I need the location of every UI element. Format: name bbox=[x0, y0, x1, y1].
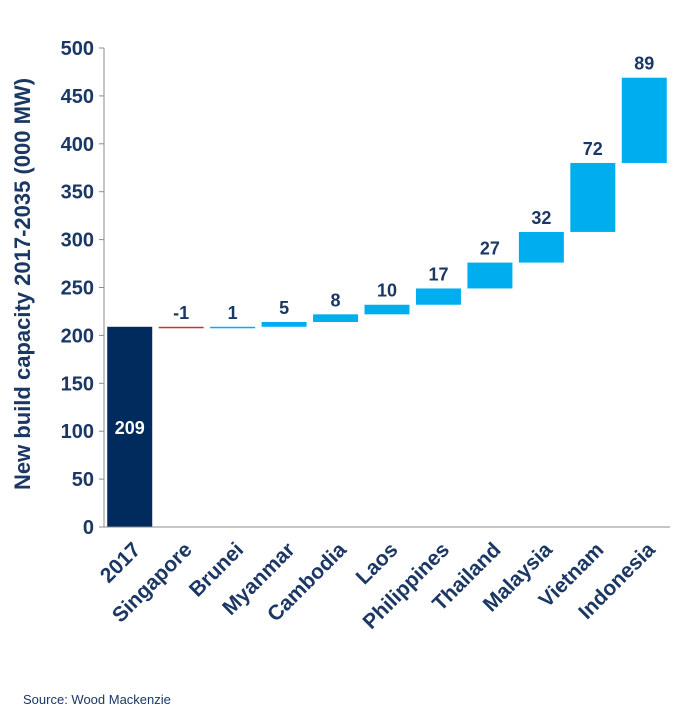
source-note: Source: Wood Mackenzie bbox=[23, 692, 171, 707]
data-label-laos: 10 bbox=[377, 281, 397, 301]
bar-malaysia bbox=[518, 231, 564, 263]
data-labels: 209 -1 1 5 8 10 17 27 32 72 89 bbox=[115, 54, 655, 438]
y-tick-label: 500 bbox=[61, 38, 94, 60]
bar-cambodia bbox=[313, 314, 359, 322]
y-tick-label: 250 bbox=[61, 278, 94, 300]
data-label-indonesia: 89 bbox=[634, 54, 654, 74]
data-label-vietnam: 72 bbox=[583, 139, 603, 159]
data-label-singapore: -1 bbox=[173, 303, 189, 323]
y-tick-label: 100 bbox=[61, 421, 94, 443]
data-label-malaysia: 32 bbox=[531, 208, 551, 228]
data-label-brunei: 1 bbox=[228, 303, 238, 323]
bar-laos bbox=[364, 304, 410, 315]
y-tick-label: 350 bbox=[61, 182, 94, 204]
data-label-thailand: 27 bbox=[480, 239, 500, 259]
y-tick-label: 150 bbox=[61, 373, 94, 395]
bar-indonesia bbox=[621, 77, 667, 163]
data-label-myanmar: 5 bbox=[279, 298, 289, 318]
y-axis-title: New build capacity 2017-2035 (000 MW) bbox=[10, 78, 35, 490]
y-tick-label: 200 bbox=[61, 325, 94, 347]
y-tick-label: 300 bbox=[61, 230, 94, 252]
y-tick-label: 50 bbox=[72, 469, 94, 491]
bar-thailand bbox=[467, 262, 513, 289]
y-tick-label: 400 bbox=[61, 134, 94, 156]
bar-brunei bbox=[210, 326, 256, 329]
bar-myanmar bbox=[261, 321, 307, 327]
bar-philippines bbox=[415, 288, 461, 305]
bar-singapore bbox=[158, 326, 204, 329]
y-tick-label: 0 bbox=[83, 517, 94, 539]
bar-2017 bbox=[107, 326, 153, 527]
bars bbox=[107, 77, 667, 527]
y-axis-ticks: 0 50 100 150 200 250 300 350 400 450 500 bbox=[61, 38, 104, 539]
bar-vietnam bbox=[570, 162, 616, 232]
data-label-cambodia: 8 bbox=[331, 290, 341, 310]
y-tick-label: 450 bbox=[61, 86, 94, 108]
data-label-2017: 209 bbox=[115, 418, 145, 438]
data-label-philippines: 17 bbox=[428, 264, 448, 284]
